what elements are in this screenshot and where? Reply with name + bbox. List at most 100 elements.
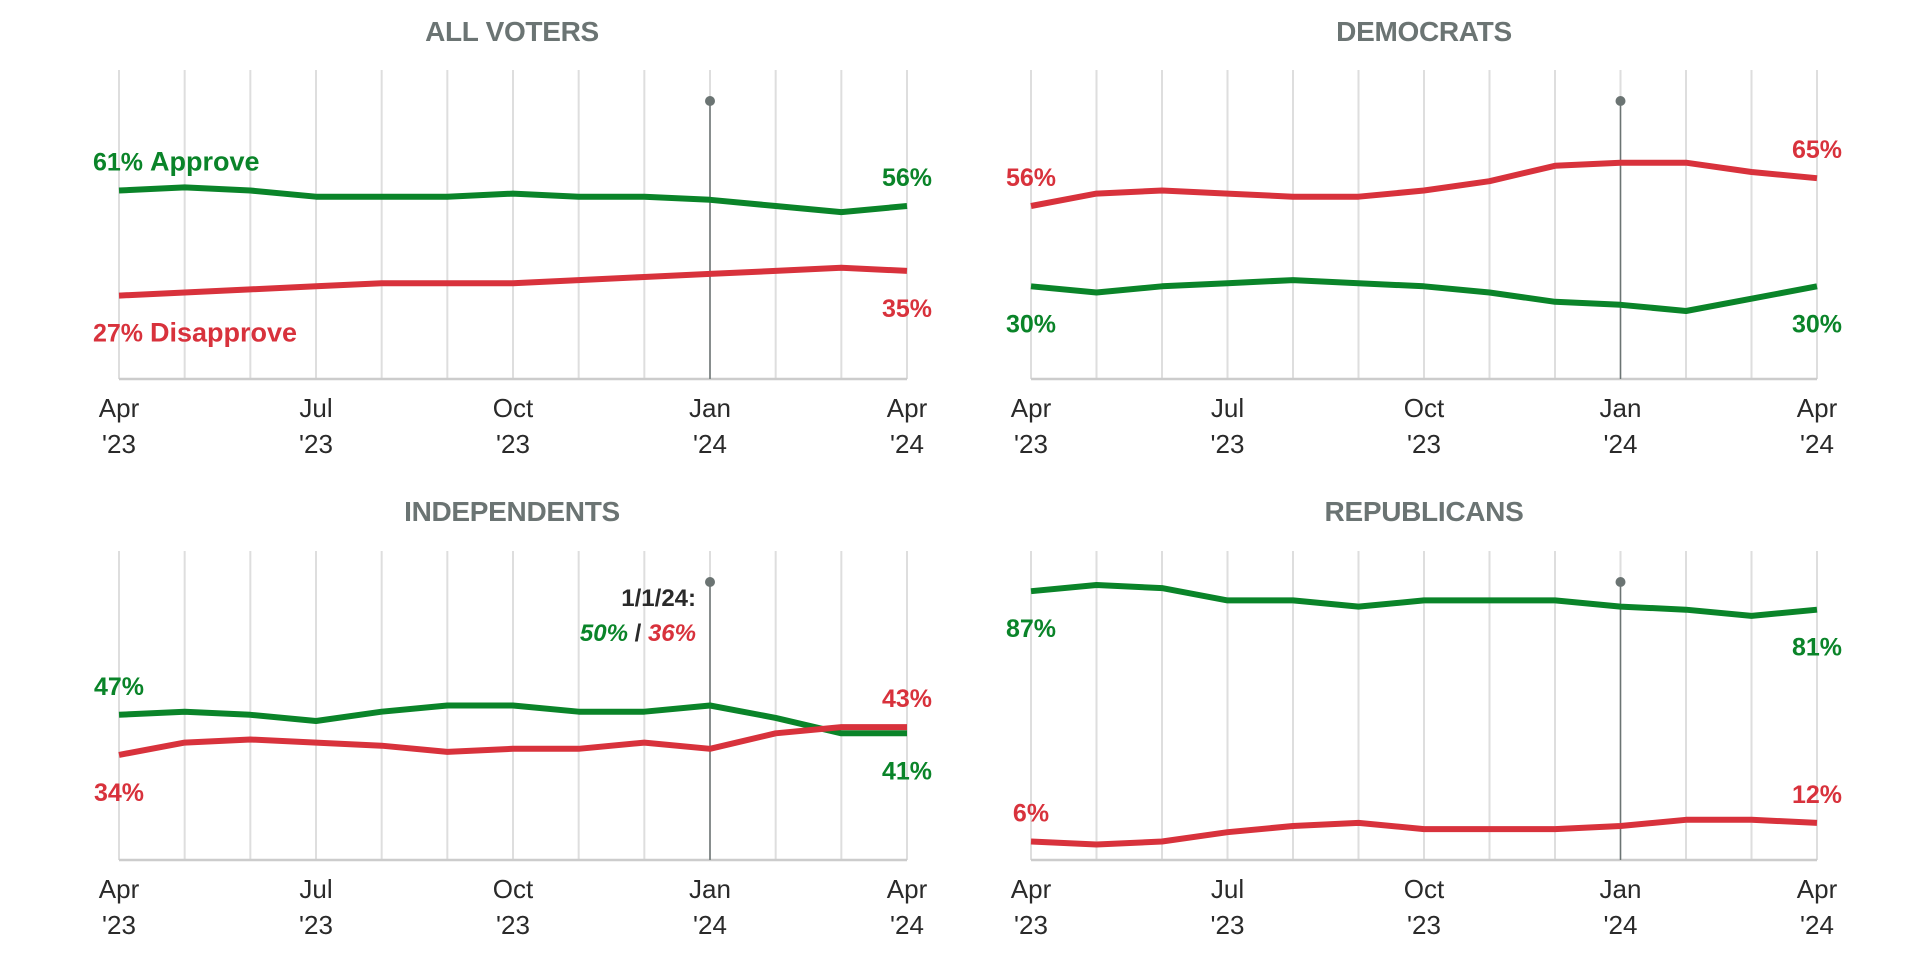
series-line-disapprove (118, 724, 907, 758)
x-tick-label: Jul '23 (1211, 874, 1245, 940)
series-line-approve (1030, 582, 1818, 619)
value-label-disapprove: 34% (94, 779, 144, 807)
x-tick-month: Apr (887, 393, 928, 423)
x-tick-label: Oct '23 (493, 393, 534, 459)
x-tick-year: '24 (1604, 429, 1638, 459)
chart-democrats: Apr '23 Jul '23 Oct '23 Jan '24 Apr '24 56% 30% 65% 3… (1006, 70, 1842, 459)
value-label-approve: 87% (1006, 615, 1056, 643)
chart-independents: Apr '23 Jul '23 Oct '23 Jan '24 Apr '24 47% 34% 43% 4… (94, 551, 932, 940)
x-tick-year: '23 (102, 910, 136, 940)
x-tick-year: '23 (1211, 429, 1245, 459)
value-label-disapprove: 56% (1006, 164, 1056, 192)
x-tick-year: '24 (890, 429, 924, 459)
series-line-disapprove (118, 264, 908, 299)
x-tick-year: '23 (496, 429, 530, 459)
x-tick-label: Jul '23 (299, 393, 333, 459)
x-tick-year: '23 (1014, 910, 1048, 940)
x-tick-month: Jan (1600, 874, 1642, 904)
series-name-label: Approve (150, 147, 260, 177)
x-tick-label: Jan '24 (689, 393, 731, 459)
annotation-approve: 50% (580, 620, 628, 647)
x-tick-label: Oct '23 (493, 874, 534, 940)
x-tick-label: Apr '23 (99, 874, 140, 940)
value-label-approve: 30% (1006, 310, 1056, 338)
value-label-disapprove: 27% Disapprove (93, 318, 297, 348)
x-tick-month: Jan (1600, 393, 1642, 423)
annotation-date: 1/1/24: (621, 585, 696, 612)
value-label-approve: 81% (1792, 634, 1842, 662)
x-tick-label: Jan '24 (1600, 393, 1642, 459)
x-tick-year: '23 (299, 429, 333, 459)
x-tick-label: Apr '24 (1797, 874, 1838, 940)
x-tick-label: Apr '23 (1011, 874, 1052, 940)
reference-dot (1615, 577, 1626, 587)
x-tick-year: '23 (1407, 429, 1441, 459)
value-label-disapprove: 65% (1792, 136, 1842, 164)
x-tick-label: Jul '23 (1211, 393, 1245, 459)
panel-title-democrats: DEMOCRATS (1336, 16, 1512, 47)
series-line-disapprove (1030, 816, 1818, 848)
x-tick-year: '23 (1407, 910, 1441, 940)
x-tick-month: Oct (493, 393, 534, 423)
value-label-disapprove: 12% (1792, 781, 1842, 809)
x-tick-year: '24 (693, 910, 727, 940)
x-tick-year: '24 (1800, 429, 1834, 459)
value-label-percent: 27% (93, 320, 150, 348)
series-line-approve (118, 702, 907, 737)
x-tick-month: Oct (1404, 874, 1445, 904)
x-tick-year: '23 (299, 910, 333, 940)
value-label-disapprove: 35% (882, 295, 932, 323)
chart-republicans: Apr '23 Jul '23 Oct '23 Jan '24 Apr '24 87% 6% 81% 12… (1006, 551, 1842, 940)
value-label-approve: 30% (1792, 310, 1842, 338)
panel-title-all-voters: ALL VOTERS (425, 16, 599, 47)
reference-dot (705, 96, 715, 106)
x-tick-month: Oct (493, 874, 534, 904)
x-tick-year: '24 (693, 429, 727, 459)
x-tick-year: '23 (1211, 910, 1245, 940)
x-tick-month: Apr (1011, 393, 1052, 423)
x-tick-month: Apr (99, 393, 140, 423)
x-tick-label: Apr '24 (887, 874, 928, 940)
x-tick-year: '23 (496, 910, 530, 940)
x-tick-month: Apr (99, 874, 140, 904)
x-tick-label: Apr '24 (887, 393, 928, 459)
x-tick-year: '24 (1800, 910, 1834, 940)
x-tick-month: Apr (1797, 874, 1838, 904)
x-tick-label: Apr '23 (99, 393, 140, 459)
x-tick-label: Jan '24 (1600, 874, 1642, 940)
value-label-approve: 47% (94, 673, 144, 701)
x-tick-month: Apr (1797, 393, 1838, 423)
value-label-approve: 56% (882, 164, 932, 192)
x-tick-year: '23 (1014, 429, 1048, 459)
x-tick-month: Apr (887, 874, 928, 904)
series-line-approve (1030, 277, 1818, 314)
x-tick-label: Jan '24 (689, 874, 731, 940)
x-tick-label: Oct '23 (1404, 393, 1445, 459)
value-label-percent: 61% (93, 149, 150, 177)
value-label-disapprove: 43% (882, 685, 932, 713)
panel-title-republicans: REPUBLICANS (1324, 496, 1524, 527)
x-tick-month: Oct (1404, 393, 1445, 423)
reference-dot (705, 577, 715, 587)
x-tick-year: '24 (890, 910, 924, 940)
x-tick-year: '24 (1604, 910, 1638, 940)
x-tick-month: Jul (299, 393, 332, 423)
annotation-values: 50% / 36% (580, 620, 696, 647)
x-tick-label: Apr '24 (1797, 393, 1838, 459)
x-tick-month: Jul (1211, 874, 1244, 904)
panel-title-independents: INDEPENDENTS (404, 496, 620, 527)
value-label-approve: 61% Approve (93, 147, 260, 177)
x-tick-month: Jan (689, 874, 731, 904)
series-line-approve (118, 184, 908, 216)
value-label-approve: 41% (882, 757, 932, 785)
series-name-label: Disapprove (150, 318, 297, 348)
annotation-disapprove: 36% (648, 620, 696, 647)
x-tick-month: Jul (299, 874, 332, 904)
series-line-disapprove (1030, 159, 1818, 209)
x-tick-month: Apr (1011, 874, 1052, 904)
x-tick-label: Oct '23 (1404, 874, 1445, 940)
annotation-separator: / (628, 620, 648, 647)
x-tick-month: Jan (689, 393, 731, 423)
